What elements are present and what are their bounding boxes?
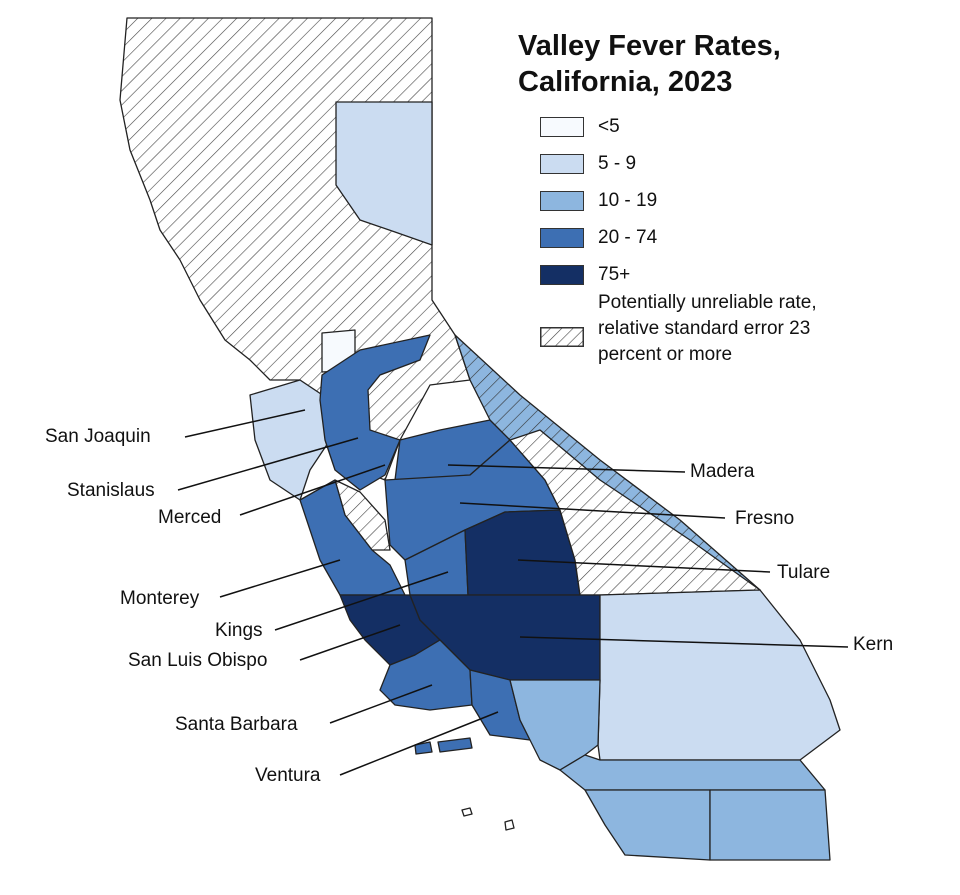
label-madera: Madera <box>690 461 755 482</box>
san-bernardino-county <box>597 589 841 761</box>
title-line-2: California, 2023 <box>518 66 733 98</box>
legend-item-lt5: <5 <box>540 115 620 139</box>
legend-swatch <box>540 265 584 285</box>
leader-fresno <box>459 502 726 519</box>
label-kings: Kings <box>215 620 263 641</box>
leader-san-joaquin <box>184 409 306 438</box>
leader-monterey <box>219 559 341 598</box>
label-san-luis-obispo: San Luis Obispo <box>128 650 268 671</box>
leader-santa-barbara <box>329 684 433 724</box>
bay-area-counties <box>249 379 331 501</box>
legend-item-20-74: 20 - 74 <box>540 226 657 250</box>
label-merced: Merced <box>158 507 222 528</box>
leader-merced <box>239 464 386 516</box>
monterey-county <box>299 479 406 596</box>
hatch-note-line-2: relative standard error 23 <box>598 318 811 339</box>
label-ventura: Ventura <box>255 765 321 786</box>
legend-swatch <box>540 154 584 174</box>
hatch-note-line-3: percent or more <box>598 344 733 365</box>
title-line-1: Valley Fever Rates, <box>518 30 781 62</box>
label-santa-barbara: Santa Barbara <box>175 714 298 735</box>
southern-islands <box>461 807 515 831</box>
label-monterey: Monterey <box>120 588 200 609</box>
imperial-county <box>709 789 831 861</box>
legend-swatch <box>540 228 584 248</box>
legend-label: 5 - 9 <box>598 153 637 174</box>
san-diego-county <box>584 789 711 861</box>
hatch-note: Potentially unreliable rate, relative st… <box>598 290 817 368</box>
legend-label: 75+ <box>598 264 631 285</box>
leader-tulare <box>517 559 771 573</box>
legend-item-10-19: 10 - 19 <box>540 189 657 213</box>
leader-ventura <box>339 711 499 776</box>
tulare-county <box>464 509 581 596</box>
hatch-note-line-1: Potentially unreliable rate, <box>598 292 817 313</box>
label-fresno: Fresno <box>735 508 795 529</box>
map-title: Valley Fever Rates, California, 2023 <box>518 28 781 100</box>
label-stanislaus: Stanislaus <box>67 480 155 501</box>
legend-swatch <box>540 191 584 211</box>
legend-label: 20 - 74 <box>598 227 658 248</box>
channel-islands <box>414 737 473 755</box>
riverside-county <box>559 754 826 791</box>
legend-item-75plus: 75+ <box>540 263 630 287</box>
legend-swatch <box>540 117 584 137</box>
label-san-joaquin: San Joaquin <box>45 426 151 447</box>
legend-label: <5 <box>598 116 620 137</box>
leader-kings <box>274 571 449 631</box>
leader-kern <box>519 636 849 648</box>
legend-item-hatch <box>540 325 598 349</box>
leader-stanislaus <box>177 437 359 491</box>
northeast-county <box>335 101 433 246</box>
leader-madera <box>447 464 686 473</box>
legend-item-5-9: 5 - 9 <box>540 152 636 176</box>
legend-label: 10 - 19 <box>598 190 658 211</box>
label-tulare: Tulare <box>777 562 831 583</box>
label-kern: Kern <box>853 634 894 655</box>
leader-san-luis-obispo <box>299 624 401 661</box>
hatch-swatch <box>540 327 584 347</box>
central-valley-counties <box>319 334 431 491</box>
